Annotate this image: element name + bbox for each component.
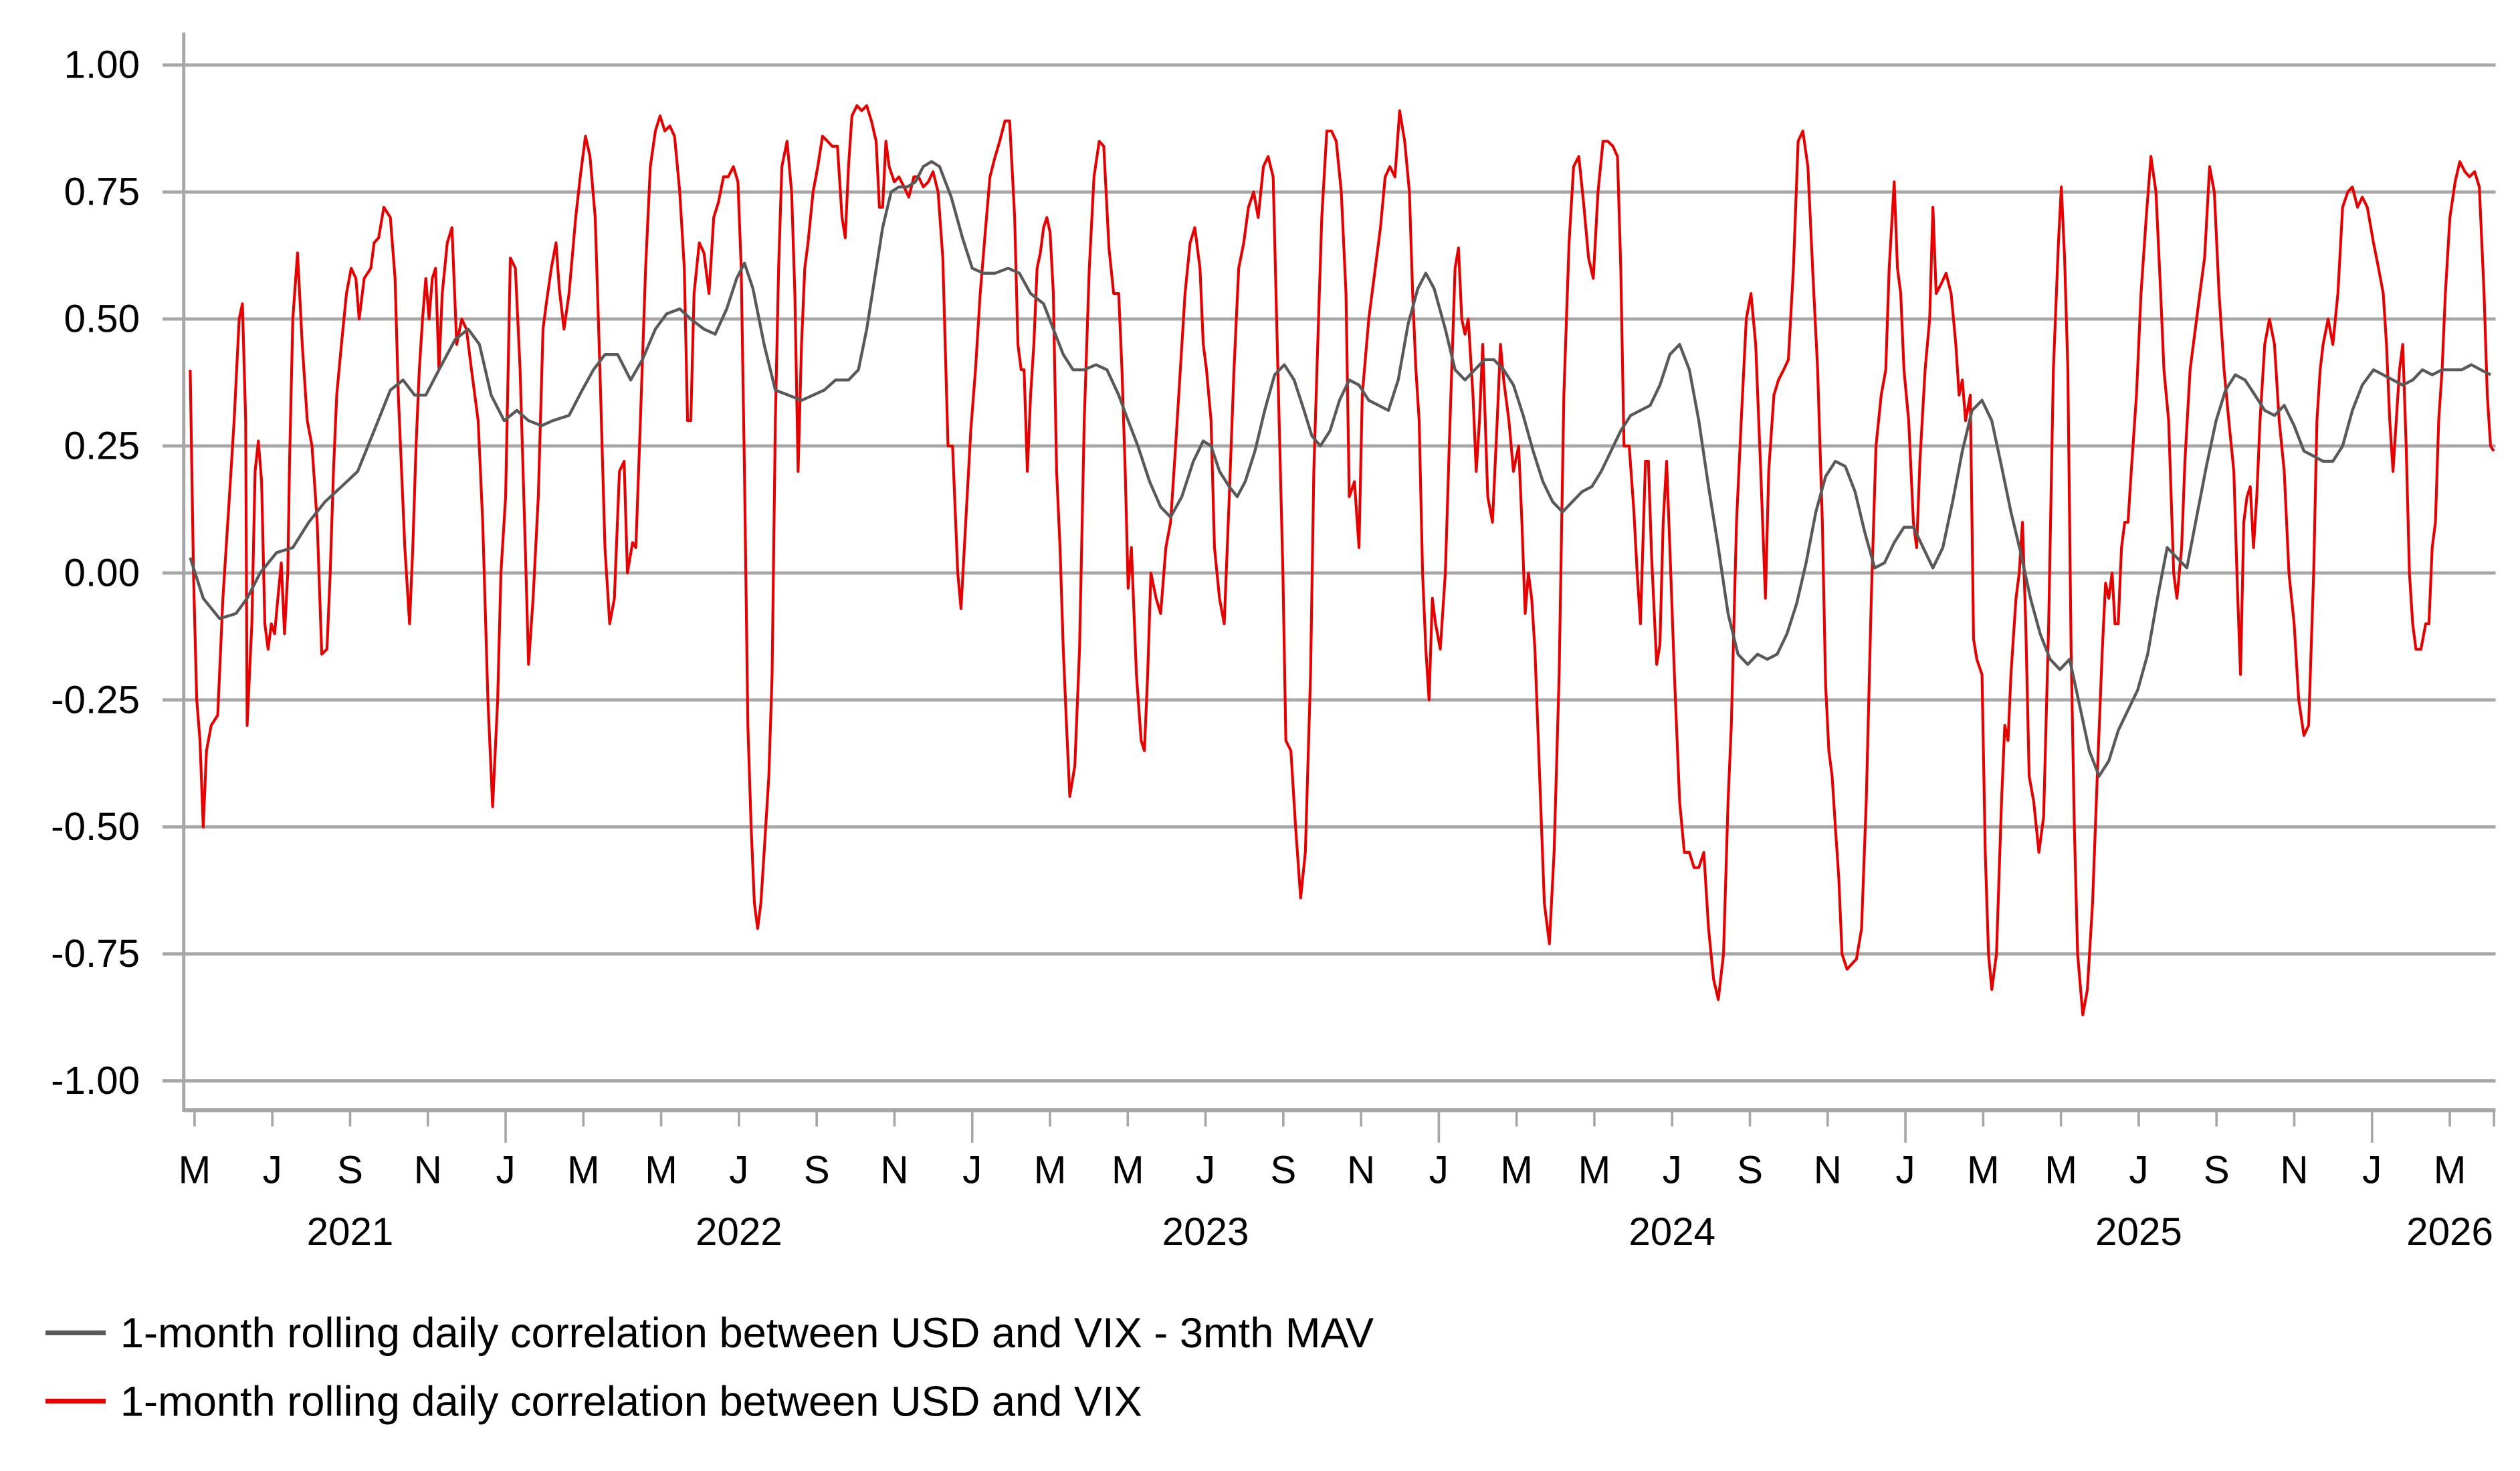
x-month-label: J [1663, 1149, 1682, 1192]
y-tick-label: -0.25 [51, 678, 140, 721]
series-line-daily-correlation [189, 104, 2495, 1016]
x-month-label: N [880, 1149, 908, 1192]
x-month-label: J [2129, 1149, 2148, 1192]
y-tick-label: 0.00 [64, 551, 140, 594]
x-month-label: S [1270, 1149, 1296, 1192]
x-month-label: M [645, 1149, 677, 1192]
series-lines [189, 104, 2495, 1016]
x-month-label: M [1578, 1149, 1611, 1192]
x-month-label: J [1895, 1149, 1915, 1192]
x-month-label: M [2044, 1149, 2077, 1192]
x-month-label: S [1737, 1149, 1763, 1192]
x-month-label: M [2434, 1149, 2466, 1192]
x-month-label: M [567, 1149, 600, 1192]
x-year-label: 2026 [2406, 1210, 2493, 1254]
y-tick-label: 0.50 [64, 298, 140, 341]
y-tick-label: -1.00 [51, 1059, 140, 1103]
y-axis: 1.00 0.75 0.50 0.25 0.00 -0.25 -0.50 -0.75 -1.00 [51, 32, 186, 1112]
x-month-label: J [1429, 1149, 1449, 1192]
y-tick-label: 0.75 [64, 171, 140, 214]
x-month-label: M [1112, 1149, 1144, 1192]
x-month-label: N [1347, 1149, 1375, 1192]
x-month-label: J [1196, 1149, 1215, 1192]
y-tick-label: 0.25 [64, 424, 140, 467]
x-month-label: J [2362, 1149, 2382, 1192]
y-tick-label: 1.00 [64, 43, 140, 87]
y-tick-label: -0.50 [51, 805, 140, 848]
x-month-label: S [804, 1149, 830, 1192]
gridlines [163, 63, 2496, 1083]
legend: 1-month rolling daily correlation betwee… [45, 1310, 1374, 1425]
x-year-label: 2022 [696, 1210, 782, 1254]
x-axis: M J S N J M M J S N J M M J S N J M M J S N J M M J S N J M 2021 2022 20… [179, 1108, 2496, 1254]
legend-label-daily: 1-month rolling daily correlation betwee… [120, 1378, 1142, 1425]
x-month-label: S [337, 1149, 363, 1192]
legend-item-daily: 1-month rolling daily correlation betwee… [45, 1378, 1142, 1425]
x-month-label: M [179, 1149, 211, 1192]
x-month-label: S [2204, 1149, 2230, 1192]
y-tick-label: -0.75 [51, 932, 140, 976]
x-month-label: N [1814, 1149, 1842, 1192]
x-month-label: M [1967, 1149, 2000, 1192]
x-month-label: J [962, 1149, 982, 1192]
series-line-3mth-mav [189, 160, 2491, 778]
x-month-label: N [2280, 1149, 2308, 1192]
x-month-label: J [263, 1149, 282, 1192]
legend-label-mav: 1-month rolling daily correlation betwee… [120, 1310, 1374, 1357]
x-month-label: N [414, 1149, 442, 1192]
x-month-label: J [729, 1149, 748, 1192]
x-year-label: 2024 [1629, 1210, 1715, 1254]
x-year-label: 2023 [1162, 1210, 1249, 1254]
legend-item-mav: 1-month rolling daily correlation betwee… [45, 1310, 1374, 1357]
x-year-label: 2021 [307, 1210, 394, 1254]
x-month-label: M [1034, 1149, 1067, 1192]
x-year-label: 2025 [2095, 1210, 2182, 1254]
x-month-label: M [1500, 1149, 1533, 1192]
x-month-label: J [496, 1149, 515, 1192]
